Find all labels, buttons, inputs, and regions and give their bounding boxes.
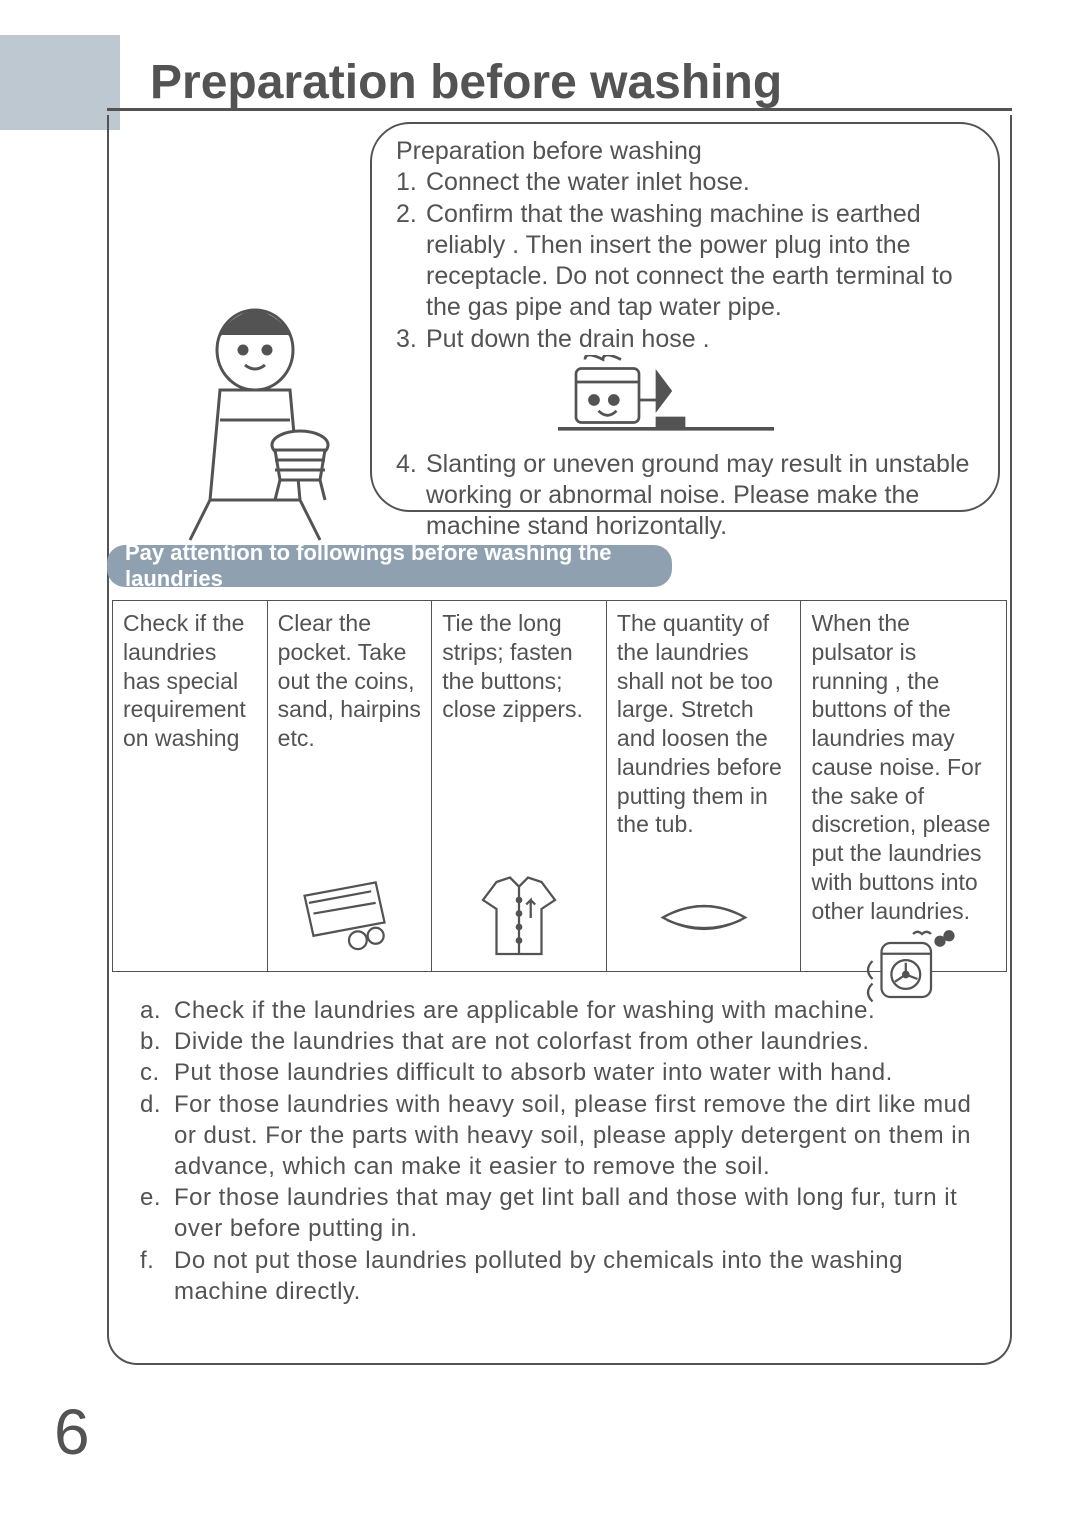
pocket-coins-icon (278, 870, 422, 965)
prep-item: 3. Put down the drain hose . (396, 324, 974, 355)
prep-heading: Preparation before washing (396, 136, 974, 167)
tips-col: When the pulsator is running , the butto… (801, 601, 1006, 971)
note-item: c. Put those laundries difficult to abso… (140, 1057, 1000, 1088)
prep-item: 4. Slanting or uneven ground may result … (396, 449, 974, 543)
prep-item: 2. Confirm that the washing machine is e… (396, 199, 974, 324)
tips-table: Check if the laundries has special requi… (112, 600, 1007, 972)
tip-text: The quantity of the laundries shall not … (617, 609, 791, 839)
tips-col: Tie the long strips; fasten the buttons;… (432, 601, 607, 971)
title-underline (107, 108, 1012, 111)
prep-item: 1. Connect the water inlet hose. (396, 167, 974, 198)
note-item: a. Check if the laundries are applicable… (140, 995, 1000, 1026)
maid-illustration-icon (150, 300, 360, 550)
page-title: Preparation before washing (150, 55, 782, 110)
care-label-icon (123, 870, 257, 965)
note-item: e. For those laundries that may get lint… (140, 1182, 1000, 1244)
tip-text: Check if the laundries has special requi… (123, 609, 257, 753)
manual-page: Preparation before washing Preparation b… (0, 0, 1080, 1532)
page-number: 6 (54, 1395, 90, 1469)
notes-list: a. Check if the laundries are applicable… (140, 995, 1000, 1307)
tips-col: Clear the pocket. Take out the coins, sa… (268, 601, 433, 971)
folded-laundry-icon (617, 870, 791, 965)
note-item: b. Divide the laundries that are not col… (140, 1026, 1000, 1057)
washer-drain-icon (536, 355, 796, 445)
tips-col: The quantity of the laundries shall not … (607, 601, 802, 971)
tips-col: Check if the laundries has special requi… (113, 601, 268, 971)
attention-banner-text: Pay attention to followings before washi… (125, 540, 672, 592)
tip-text: When the pulsator is running , the butto… (811, 609, 996, 925)
attention-banner: Pay attention to followings before washi… (107, 545, 672, 587)
note-item: f. Do not put those laundries polluted b… (140, 1245, 1000, 1307)
shirt-icon (442, 870, 596, 965)
note-item: d. For those laundries with heavy soil, … (140, 1089, 1000, 1183)
tip-text: Clear the pocket. Take out the coins, sa… (278, 609, 422, 753)
preparation-callout: Preparation before washing 1. Connect th… (370, 122, 1000, 512)
accent-block (0, 35, 120, 130)
tip-text: Tie the long strips; fasten the buttons;… (442, 609, 596, 724)
